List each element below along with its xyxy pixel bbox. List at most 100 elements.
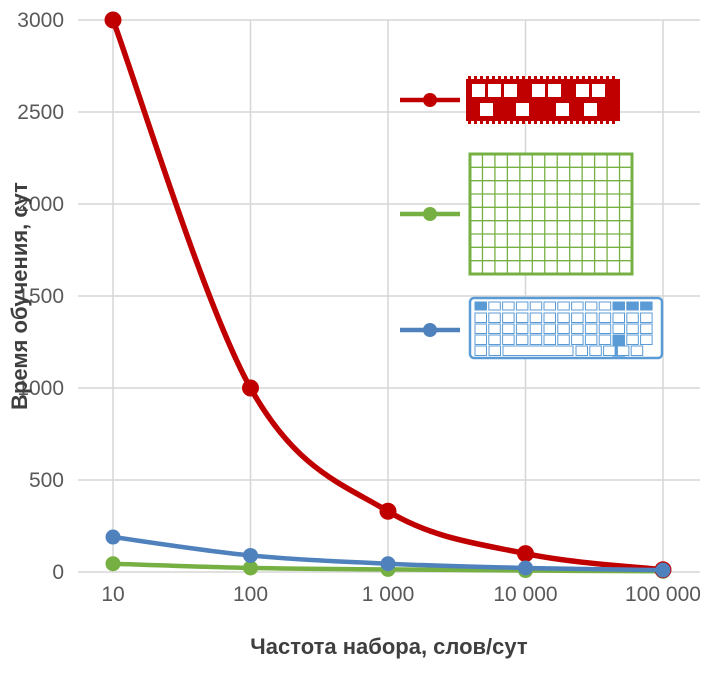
keyboard-key [502, 323, 515, 334]
y-axis-title: Время обучения, сут [7, 182, 32, 410]
x-tick-label-1000: 1 000 [362, 583, 415, 606]
keyboard-key [502, 312, 515, 323]
series-point-grid-keyboard-10 [105, 556, 121, 572]
keyboard-key [571, 323, 584, 334]
keyboard-fn-key [543, 301, 556, 311]
keyboard-key [557, 323, 570, 334]
chord-key [556, 103, 569, 116]
y-tick-label-1000: 1000 [17, 377, 64, 400]
y-tick-label-3000: 3000 [17, 9, 64, 32]
keyboard-key [612, 312, 625, 323]
keyboard-fn-key [488, 301, 501, 311]
keyboard-key [571, 334, 584, 345]
keyboard-key [603, 345, 616, 356]
grid-keyboard-frame [468, 152, 634, 276]
keyboard-fn-key [598, 301, 612, 311]
chord-key [504, 84, 517, 97]
keyboard-key [640, 323, 653, 334]
y-tick-label-2000: 2000 [17, 193, 64, 216]
keyboard-key [626, 334, 639, 345]
series-point-chord-keyboard-10 [104, 11, 122, 29]
keyboard-fn-key [612, 301, 625, 311]
keyboard-fn-key [515, 301, 529, 311]
series-point-standard-keyboard-1000 [380, 556, 396, 572]
keyboard-key [529, 334, 543, 345]
keyboard-key [474, 312, 487, 323]
legend-sample-marker-standard-keyboard [423, 323, 437, 337]
keyboard-key [488, 312, 501, 323]
grid-keyboard-icon [468, 152, 634, 276]
keyboard-key [575, 345, 588, 356]
keyboard-key [474, 323, 487, 334]
tick-labels: 0 500 1000 1500 2000 2500 3000 10 100 1 000 10 000… [17, 9, 701, 606]
keyboard-key [515, 323, 529, 334]
legend-sample-marker-grid-keyboard [423, 207, 437, 221]
x-tick-label-10000: 10 000 [493, 583, 557, 606]
x-tick-label-100000: 100 000 [625, 583, 701, 606]
keyboard-key [474, 334, 487, 345]
keyboard-fn-key [557, 301, 570, 311]
y-tick-label-500: 500 [29, 469, 64, 492]
keyboard-key [598, 323, 612, 334]
y-tick-label-2500: 2500 [17, 101, 64, 124]
keyboard-fn-key [529, 301, 543, 311]
y-tick-label-0: 0 [52, 561, 64, 584]
keyboard-key [584, 334, 598, 345]
series-point-standard-keyboard-10000 [518, 560, 533, 576]
keyboard-key [640, 334, 653, 345]
keyboard-key [571, 312, 584, 323]
keyboard-key [488, 345, 501, 356]
keyboard-key [557, 312, 570, 323]
chord-key [548, 84, 561, 97]
x-tick-label-100: 100 [233, 583, 268, 606]
keyboard-key [589, 345, 602, 356]
chord-key [576, 84, 589, 97]
chord-key [584, 103, 597, 116]
keyboard-key [488, 323, 501, 334]
chord-keyboard-icon [466, 76, 620, 124]
series-point-standard-keyboard-10 [105, 529, 121, 545]
keyboard-spacebar [502, 345, 574, 356]
keyboard-key [584, 312, 598, 323]
keyboard-key [598, 312, 612, 323]
series-point-standard-keyboard-100 [243, 547, 258, 563]
series-line-chord-keyboard [110, 17, 666, 573]
series-point-chord-keyboard-100 [242, 379, 259, 397]
keyboard-fn-key [571, 301, 584, 311]
keyboard-key [488, 334, 501, 345]
keyboard-key [543, 334, 556, 345]
series-layer [104, 11, 672, 579]
chord-key [480, 103, 493, 116]
keyboard-key [640, 312, 653, 323]
y-tick-label-1500: 1500 [17, 285, 64, 308]
keyboard-key [598, 334, 612, 345]
legend-layer [400, 76, 664, 360]
keyboard-key [630, 345, 644, 356]
keyboard-key [626, 323, 639, 334]
series-point-chord-keyboard-10000 [517, 545, 534, 563]
x-tick-label-10: 10 [101, 583, 124, 606]
keyboard-key [529, 323, 543, 334]
keyboard-key [616, 345, 630, 356]
keyboard-fn-key [584, 301, 598, 311]
standard-keyboard-icon [468, 296, 664, 360]
keyboard-key [543, 323, 556, 334]
keyboard-fn-key [640, 301, 653, 311]
series-point-chord-keyboard-1000 [379, 502, 397, 520]
keyboard-key [474, 345, 487, 356]
x-axis-title: Частота набора, слов/сут [250, 634, 528, 659]
keyboard-key [515, 312, 529, 323]
chord-key [516, 103, 529, 116]
keyboard-key [529, 312, 543, 323]
keyboard-key [612, 323, 625, 334]
chord-key [488, 84, 501, 97]
chord-key [472, 84, 485, 97]
chord-key [532, 84, 545, 97]
keyboard-key [557, 334, 570, 345]
legend-sample-marker-chord-keyboard [423, 93, 437, 107]
series-point-standard-keyboard-100000 [655, 562, 671, 578]
keyboard-fn-key [502, 301, 515, 311]
chord-key [592, 84, 605, 97]
